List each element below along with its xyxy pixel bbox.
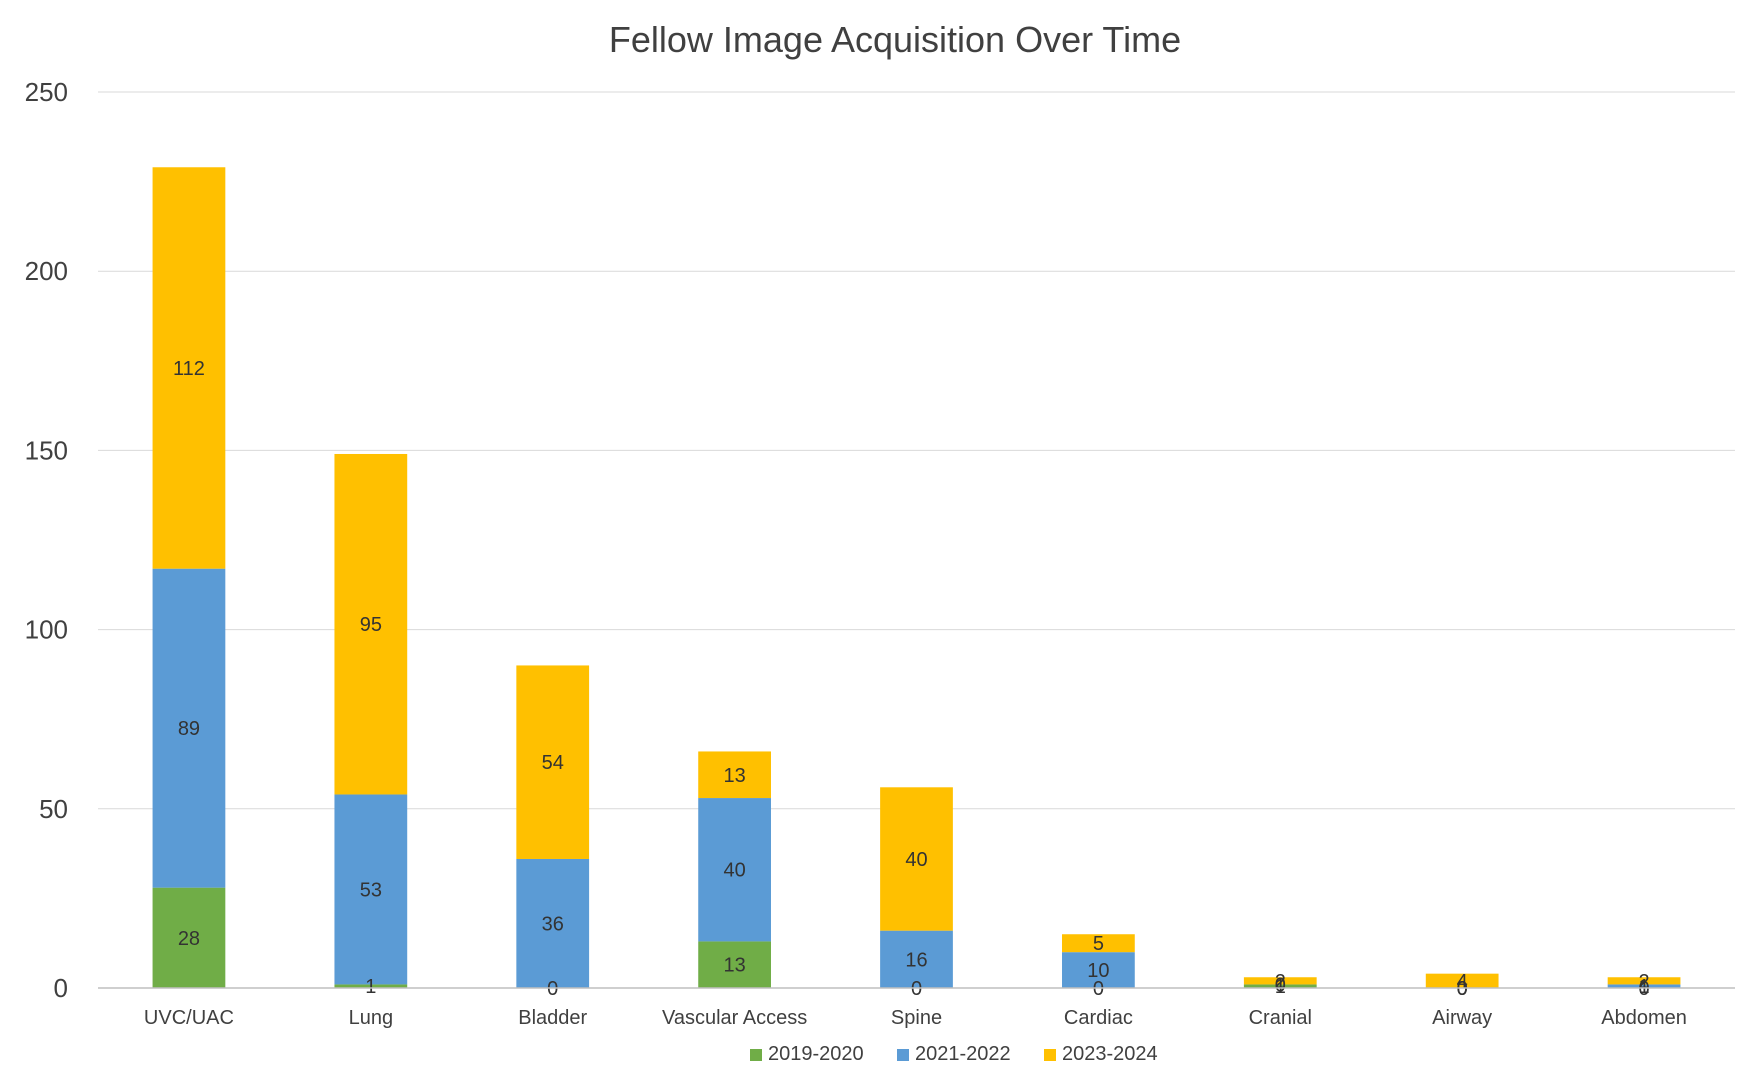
data-label: 54 [542,752,564,774]
y-tick-label: 200 [25,256,68,286]
data-label: 36 [542,913,564,935]
data-label: 13 [723,955,745,977]
bar-segment [152,568,226,888]
bar-segment [1243,977,1317,985]
legend-swatch [750,1049,762,1061]
bar-segment [1607,977,1681,985]
chart-title: Fellow Image Acquisition Over Time [609,19,1181,60]
x-category-label: Vascular Access [662,1007,807,1029]
data-label: 4 [1457,971,1468,993]
y-tick-label: 100 [25,615,68,645]
x-category-label: Cranial [1249,1007,1312,1029]
bar-segment [880,930,953,988]
x-category-label: Spine [891,1007,942,1029]
data-label: 0 [1093,978,1104,1000]
data-label: 53 [360,879,382,901]
bar-segment [698,941,771,988]
x-category-label: Cardiac [1064,1007,1133,1029]
data-label: 28 [178,928,200,950]
y-axis-ticks: 0 50 100 150 200 250 [25,77,68,1003]
data-label: 1 [1638,976,1649,998]
bar-segment [1243,984,1317,988]
data-label: 95 [360,614,382,636]
data-label: 2 [1275,971,1286,993]
data-label: 40 [905,849,927,871]
legend-label: 2023-2024 [1062,1043,1158,1065]
legend-label: 2019-2020 [768,1043,864,1065]
y-tick-label: 0 [54,973,68,1003]
bar-segment [1425,973,1499,988]
data-label: 1 [1275,976,1286,998]
x-category-label: Abdomen [1601,1007,1687,1029]
bar-segment [1062,952,1135,988]
data-label: 2 [1638,971,1649,993]
bar-segment [152,167,226,569]
legend-swatch [1044,1049,1056,1061]
bar-segment [1607,984,1681,988]
bar-segment [880,787,953,931]
x-category-label: Lung [349,1007,394,1029]
data-label: 0 [1457,978,1468,1000]
bar-segment [1062,934,1135,953]
data-label: 5 [1093,933,1104,955]
x-category-label: UVC/UAC [144,1007,234,1029]
bar-segment [698,798,771,942]
x-axis-categories: UVC/UAC Lung Bladder Vascular Access Spine Ca… [144,1007,1687,1029]
data-label: 89 [178,718,200,740]
data-label: 0 [1638,978,1649,1000]
y-tick-label: 250 [25,77,68,107]
data-label: 1 [365,976,376,998]
data-label: 0 [1457,978,1468,1000]
y-tick-label: 150 [25,435,68,465]
bars [152,167,1681,988]
legend: 2019-2020 2021-2022 2023-2024 [750,1043,1158,1065]
legend-swatch [897,1049,909,1061]
data-label: 0 [547,978,558,1000]
x-category-label: Bladder [518,1007,587,1029]
data-label: 40 [723,860,745,882]
bar-segment [334,984,408,988]
bar-segment [516,858,590,988]
x-category-label: Airway [1432,1007,1492,1029]
y-tick-label: 50 [39,794,68,824]
data-label: 112 [173,358,205,380]
data-label: 10 [1087,960,1109,982]
data-label: 0 [911,978,922,1000]
bar-segment [516,665,590,859]
bar-segment [334,794,408,985]
bar-segment [334,453,408,795]
legend-label: 2021-2022 [915,1043,1011,1065]
bar-segment [698,751,771,799]
data-label: 0 [1275,974,1286,996]
data-label: 13 [723,765,745,787]
data-label: 16 [905,949,927,971]
bar-segment [152,887,226,988]
